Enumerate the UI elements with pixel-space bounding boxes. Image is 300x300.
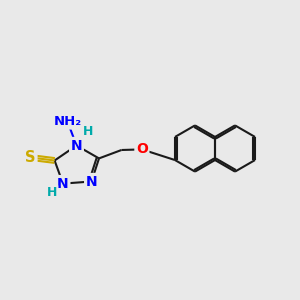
Text: N: N <box>86 175 97 188</box>
Text: O: O <box>136 142 148 156</box>
Text: NH₂: NH₂ <box>53 115 82 128</box>
Text: H: H <box>46 186 57 199</box>
Text: S: S <box>25 150 36 165</box>
Text: N: N <box>57 177 69 190</box>
Text: H: H <box>83 125 93 139</box>
Text: N: N <box>71 139 82 152</box>
